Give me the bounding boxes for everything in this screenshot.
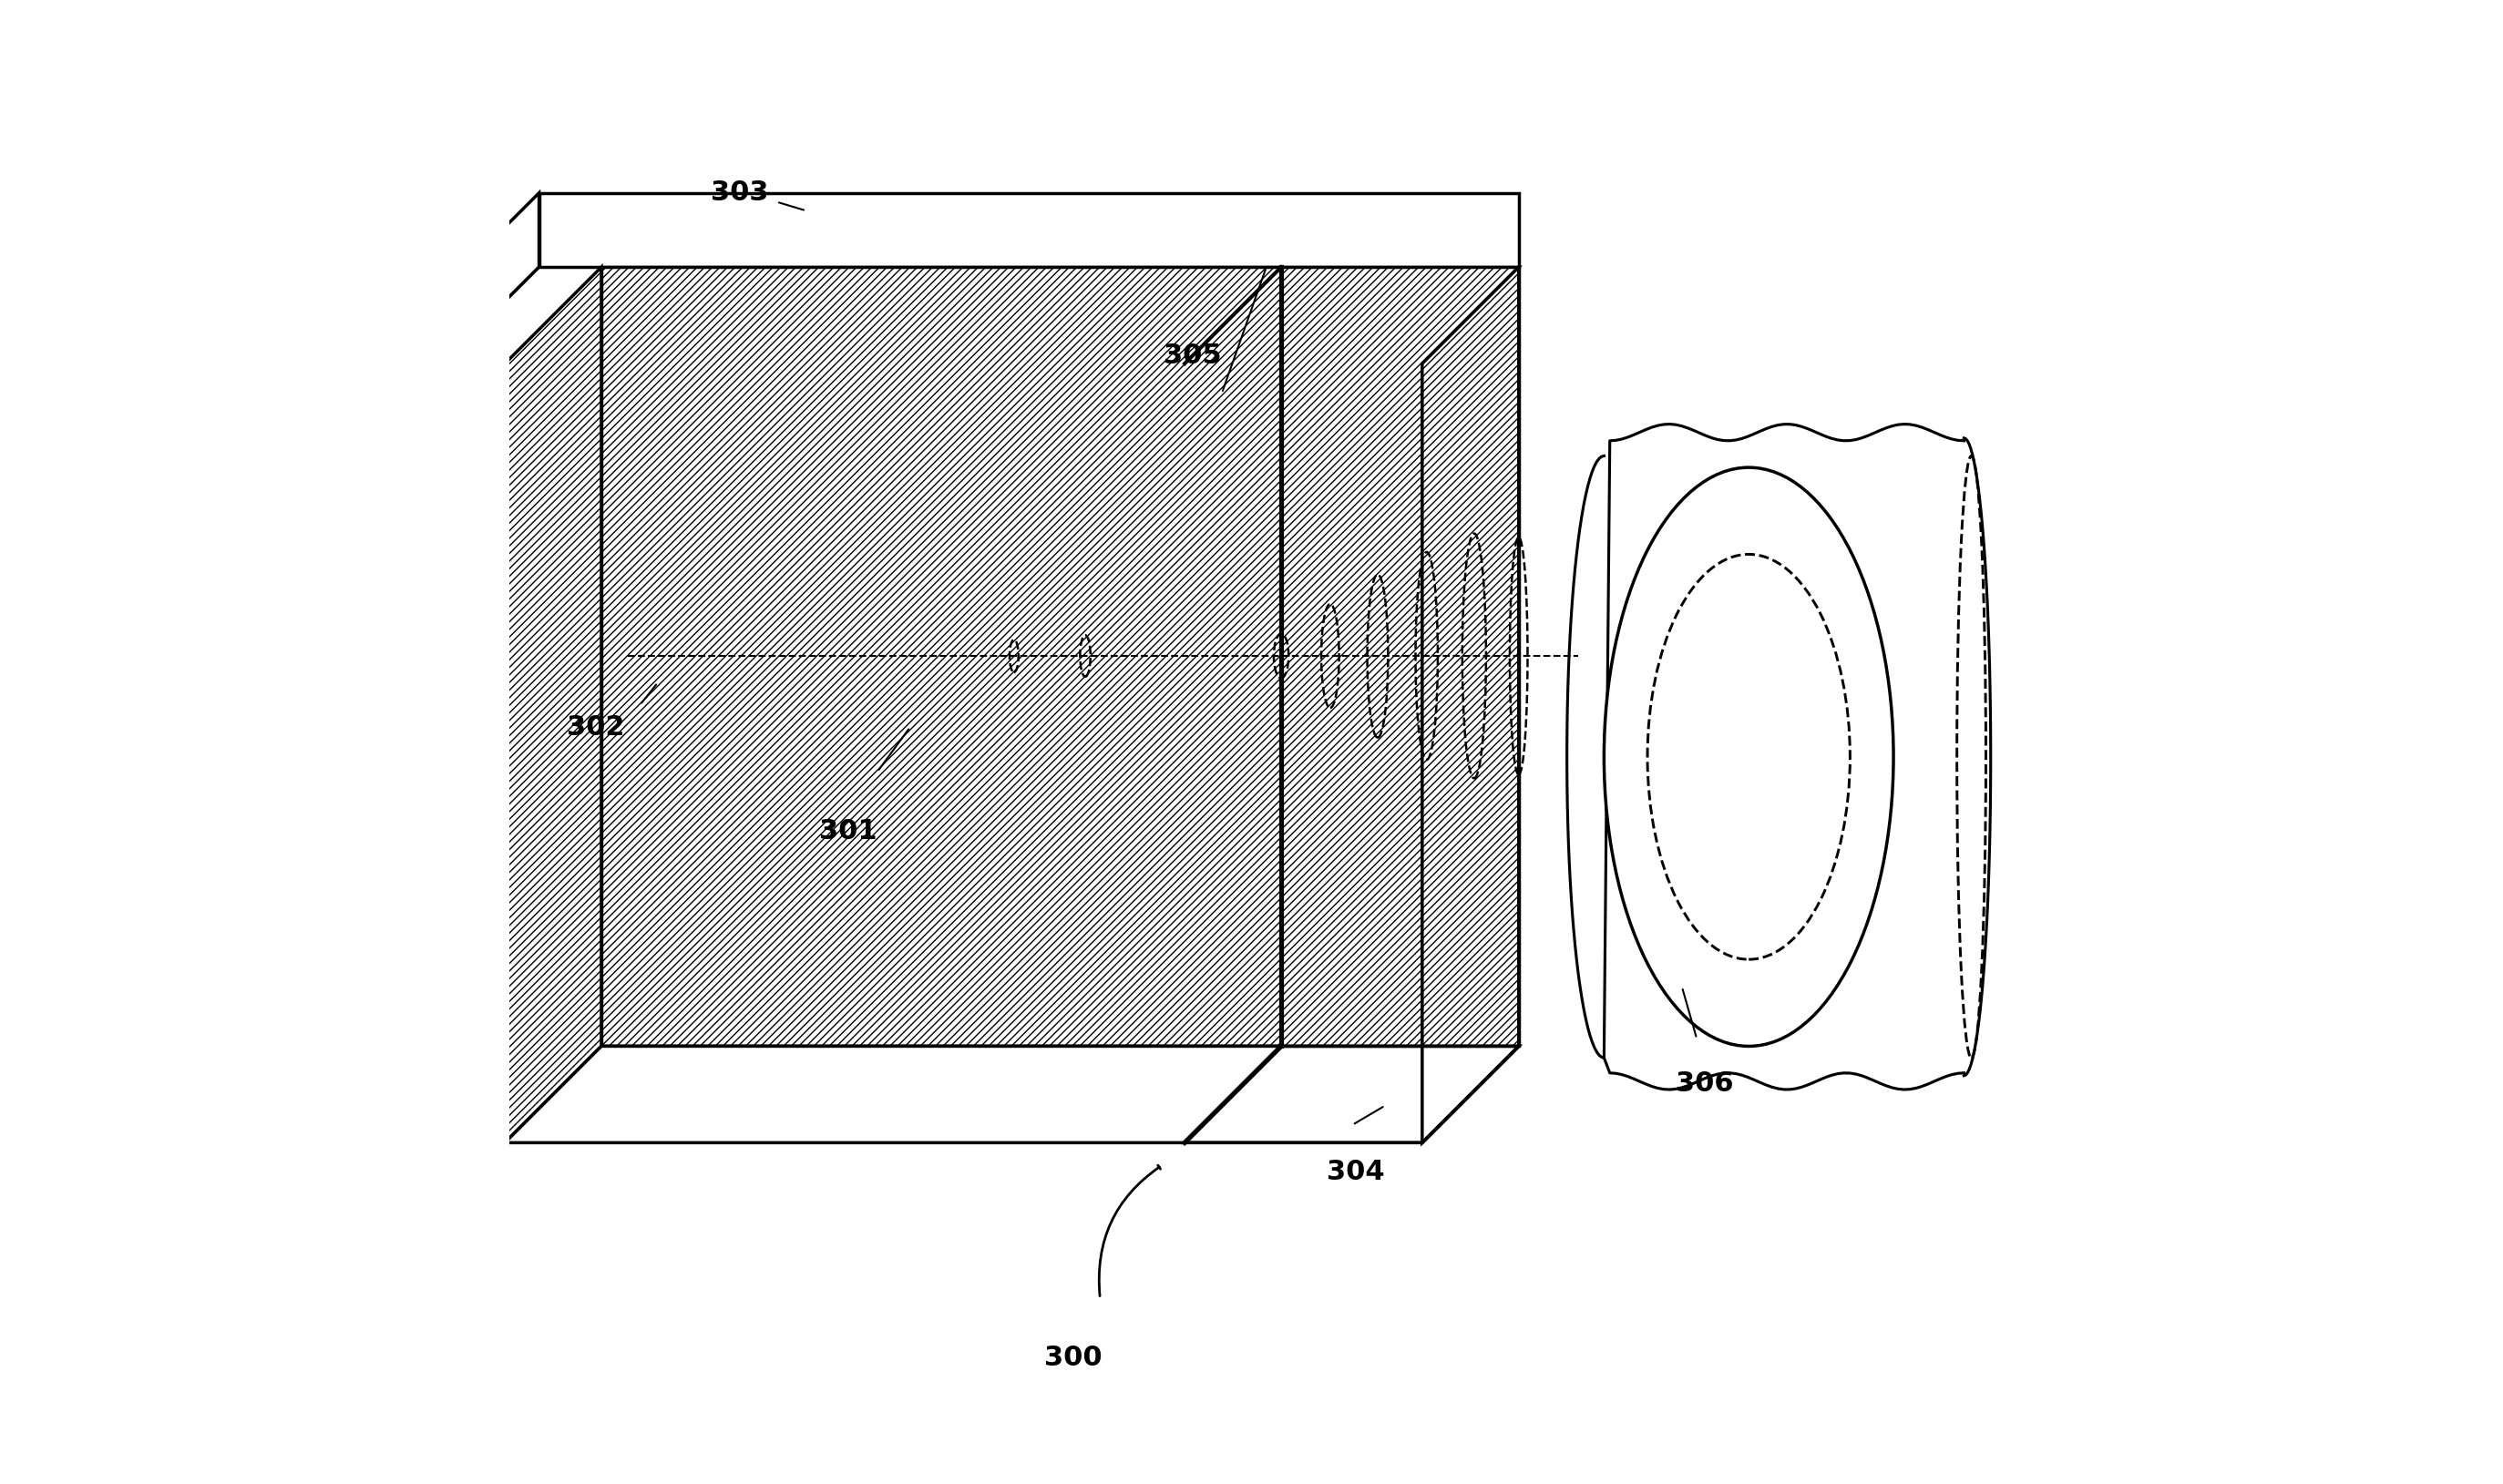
Text: 305: 305 [1164,343,1221,370]
Text: 304: 304 [1327,1159,1384,1186]
Polygon shape [443,193,538,364]
Polygon shape [506,1046,1282,1143]
Text: 302: 302 [566,714,623,741]
Polygon shape [506,267,601,1143]
Polygon shape [1422,267,1519,1143]
Polygon shape [1282,267,1519,1046]
Polygon shape [1567,424,1990,1089]
Text: 306: 306 [1675,1070,1732,1097]
Polygon shape [443,267,1519,364]
Text: 303: 303 [711,180,768,206]
Text: 301: 301 [818,818,876,844]
Polygon shape [601,267,1282,1046]
Text: 300: 300 [1044,1345,1101,1371]
Polygon shape [506,1046,1282,1143]
Polygon shape [538,193,1519,267]
Ellipse shape [1604,467,1892,1046]
Polygon shape [1184,1046,1519,1143]
